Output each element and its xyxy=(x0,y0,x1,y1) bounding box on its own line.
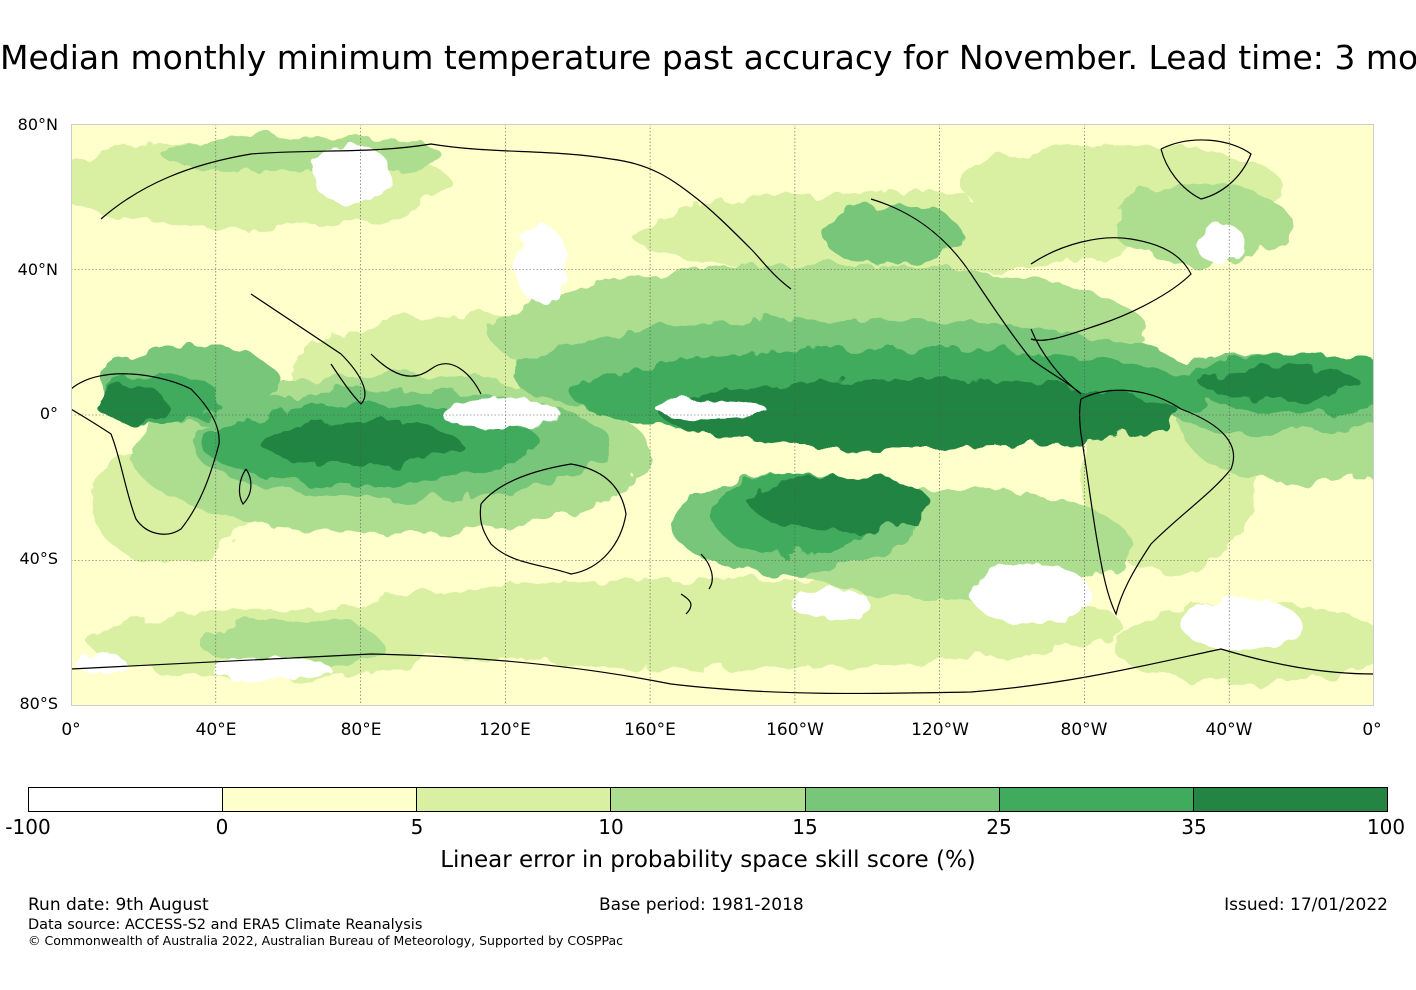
colorbar-segment xyxy=(805,788,1000,811)
run-date: Run date: 9th August xyxy=(28,895,209,915)
colorbar-tick: -100 xyxy=(5,815,51,839)
colorbar-segment xyxy=(999,788,1194,811)
lat-label-80s: 80°S xyxy=(19,694,58,713)
lon-label-120e: 120°E xyxy=(479,720,531,740)
coastlines xyxy=(71,139,1374,695)
colorbar-segment xyxy=(417,788,612,811)
colorbar-segment xyxy=(1193,788,1387,811)
lat-label-0: 0° xyxy=(39,404,58,423)
skill-score-map xyxy=(71,124,1374,706)
lon-label-120w: 120°W xyxy=(911,720,969,740)
colorbar xyxy=(28,787,1388,812)
colorbar-tick: 25 xyxy=(986,815,1012,839)
issued-date: Issued: 17/01/2022 xyxy=(1224,895,1388,915)
map-title: Median monthly minimum temperature past … xyxy=(0,38,1416,77)
graticule xyxy=(71,124,1374,706)
data-source: Data source: ACCESS-S2 and ERA5 Climate … xyxy=(28,917,423,933)
lon-label-0: 0° xyxy=(61,720,81,740)
lon-label-160w: 160°W xyxy=(766,720,824,740)
base-period: Base period: 1981-2018 xyxy=(599,895,804,915)
copyright: © Commonwealth of Australia 2022, Austra… xyxy=(28,933,623,948)
colorbar-tick: 35 xyxy=(1181,815,1207,839)
lon-label-160e: 160°E xyxy=(624,720,676,740)
lon-label-80w: 80°W xyxy=(1060,720,1108,740)
lat-label-80n: 80°N xyxy=(17,115,58,134)
colorbar-segment xyxy=(29,788,224,811)
lon-label-0-end: 0° xyxy=(1362,720,1382,740)
colorbar-tick: 0 xyxy=(215,815,229,839)
colorbar-segment xyxy=(611,788,806,811)
lon-label-40w: 40°W xyxy=(1205,720,1253,740)
colorbar-tick: 10 xyxy=(598,815,624,839)
colorbar-tick: 15 xyxy=(792,815,818,839)
lon-label-40e: 40°E xyxy=(195,720,237,740)
colorbar-tick: 100 xyxy=(1366,815,1406,839)
lat-label-40s: 40°S xyxy=(19,549,58,568)
lat-label-40n: 40°N xyxy=(17,260,58,279)
lon-label-80e: 80°E xyxy=(340,720,382,740)
colorbar-segment xyxy=(223,788,418,811)
colorbar-label: Linear error in probability space skill … xyxy=(440,847,976,873)
colorbar-tick: 5 xyxy=(410,815,424,839)
